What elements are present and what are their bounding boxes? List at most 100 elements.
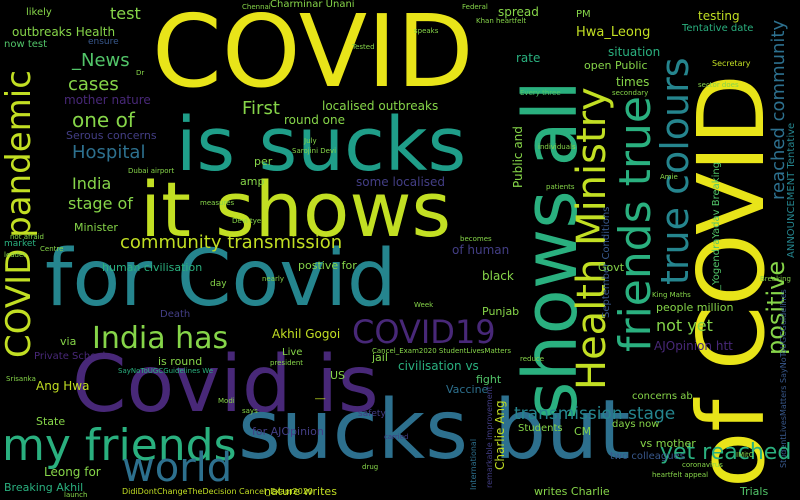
word-dubai: Dubai airport [128, 167, 175, 175]
word-covid-pandemic: COVID pandemic [0, 70, 39, 358]
word-govt: Govt [598, 261, 625, 274]
word-live: Live [282, 347, 303, 358]
word-concerns-ab: concerns ab [632, 391, 693, 402]
word-serous-concerns: Serous concerns [66, 129, 157, 142]
word-covid: COVID [152, 0, 474, 110]
word-friends-true: friends true [610, 96, 661, 352]
word-market: market [4, 239, 36, 249]
word-community-transmission: community transmission [120, 232, 343, 253]
word-speaks: speaks [414, 27, 439, 35]
word-akhil-gogoi: Akhil Gogoi [272, 327, 341, 341]
word-pm: PM [576, 9, 591, 20]
word-amp: amp [240, 175, 265, 188]
word-my-friends: my friends [2, 420, 237, 471]
word-vs-mother: vs mother [640, 437, 696, 450]
word-black: black [482, 269, 514, 283]
word-breaking-akhil: Breaking Akhil [4, 481, 84, 494]
word-safety: safety [358, 409, 386, 419]
word-tentative-date: Tentative date [682, 23, 754, 34]
word-test: test [110, 4, 141, 23]
word-some-localised: some localised [356, 175, 446, 189]
word-it-shows: it shows [140, 165, 452, 254]
word-india: India [72, 174, 112, 193]
word-true-colours: true colours [653, 57, 697, 285]
word-hwa-leong: Hwa_Leong [576, 25, 651, 40]
word-is-round: is round [158, 355, 203, 368]
word-president: president [270, 359, 303, 367]
word-imitc: IMitC [736, 451, 754, 459]
word-first: First [242, 98, 280, 119]
word-covid-is: Covid is [72, 340, 379, 430]
word-tested: Tested [352, 43, 375, 51]
word-cm: CM [574, 425, 592, 438]
word-cases: cases [68, 74, 119, 95]
word-federal: Federal [462, 3, 488, 11]
word-dr: Dr [136, 69, 145, 77]
word-charminar-unani: Charminar Unani [270, 0, 355, 10]
word-becomes: becomes [460, 235, 492, 243]
word-jail: jail [372, 351, 388, 364]
word-king: King Maths [652, 291, 691, 299]
word-fight: fight [476, 373, 502, 386]
word-private-schools: Private Schools [34, 351, 111, 362]
word-students: Students [518, 423, 563, 434]
word-likely: likely [26, 7, 52, 18]
word-individuals: individuals [538, 143, 576, 151]
word-nearly: nearly [262, 275, 284, 283]
word-amie: Amie [660, 173, 678, 181]
word-cancel-exam: Cancel_Exam2020 StudentLivesMatters [372, 347, 512, 355]
word-mother-nature: mother nature [64, 93, 151, 107]
word-week: Week [414, 301, 434, 309]
word-nature-writes: nature writes [264, 485, 337, 498]
word-death: Death [160, 309, 191, 320]
word-postive-for: postive for [298, 259, 357, 272]
word-yet-reached: yet reached [660, 440, 792, 465]
word-vaccine: Vaccine [446, 383, 489, 396]
word-reduce: reduce [520, 355, 545, 363]
word-launch: launch [64, 491, 88, 499]
word-carried: carried [384, 433, 409, 441]
word-leader: leader [4, 251, 27, 259]
word-secretary: Secretary [712, 59, 751, 68]
word-covid19: COVID19 [352, 313, 496, 351]
word-modi: Modi [218, 397, 235, 405]
word-punjab: Punjab [482, 305, 520, 318]
word-times: times [616, 75, 650, 89]
word-ang-hwa: Ang Hwa [36, 379, 90, 393]
word-localised-outbreaks: localised outbreaks [322, 99, 439, 113]
word-writes-charlie: writes Charlie [534, 485, 610, 498]
word-heartfelt-appeal: heartfelt appeal [652, 471, 709, 479]
word-charlie-ang: Charlie Ang [493, 400, 507, 470]
word-devi-tye: Devi tye [232, 217, 262, 225]
word-khan: Khan heartfelt [476, 17, 527, 25]
word-stage-of: stage of [68, 194, 133, 213]
word-srisanka: Srisanka [6, 375, 36, 383]
word-saynoto: SayNoToUGCGuidelines We [118, 367, 214, 375]
word-chennai: Chennai [242, 3, 271, 11]
word-says: says [242, 407, 258, 415]
word-day: day [210, 279, 227, 289]
word-outbreaks-health: outbreaks Health [12, 25, 116, 39]
word-civilisation-vs: civilisation vs [398, 359, 479, 373]
word-one-of: one of [72, 108, 135, 132]
word-round-one: round one [284, 113, 345, 127]
word-measures: measures [200, 199, 235, 207]
word-dots: ​​ _​​​_​​ [312, 389, 326, 400]
word-now-test: now test [4, 39, 48, 50]
word-coronavirus: coronavirus [682, 461, 723, 469]
word-india-has: India has [92, 321, 229, 356]
word-sector: sector does [698, 81, 739, 89]
word-breaking-small: Breaking [760, 275, 792, 283]
word-didi: DidiDontChangeTheDecision Cancel_Exam202… [122, 487, 313, 496]
word-hospital: Hospital [72, 142, 146, 163]
word-us: US [330, 369, 346, 382]
word-people-million: people million [656, 301, 734, 314]
word-centre: Centre [40, 245, 64, 253]
word-for-covid: for Covid [45, 234, 397, 324]
word-international: International [469, 438, 478, 490]
word-sarojini: Sarojini Devi [292, 147, 337, 155]
word-patients: patients [546, 183, 575, 191]
word-not-yet: not yet [656, 316, 713, 335]
word-secondary: secondary [612, 89, 649, 97]
